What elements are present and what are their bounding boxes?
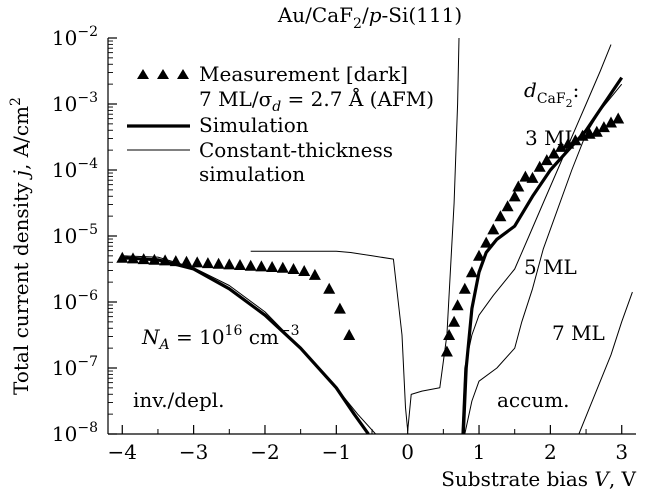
measurement-point <box>298 265 311 276</box>
measurement-point <box>547 147 560 159</box>
measurement-point <box>555 140 568 152</box>
annotation-7ml: 7 ML <box>552 321 605 345</box>
y-tick-label: 10−5 <box>52 222 98 248</box>
measurement-point <box>562 137 575 149</box>
x-tick-label: −4 <box>108 440 137 464</box>
x-tick-label: 3 <box>615 440 628 464</box>
simulation-curve <box>461 76 624 434</box>
legend-measurement-label: Measurement [dark] <box>199 62 408 86</box>
x-tick-label: 0 <box>401 440 414 464</box>
measurement-point <box>597 121 610 133</box>
measurement-point <box>458 282 471 294</box>
measurement-point <box>448 315 461 327</box>
measurement-point <box>287 263 300 274</box>
x-tick-label: 2 <box>544 440 557 464</box>
measurement-point <box>540 154 553 166</box>
measurement-point <box>276 261 289 273</box>
constant-thickness-curve <box>578 291 633 434</box>
x-tick-label: −2 <box>250 440 279 464</box>
legend: Measurement [dark] 7 ML/σd = 2.7 Å (AFM)… <box>127 62 434 186</box>
measurement-point <box>244 259 257 271</box>
y-tick-label: 10−2 <box>52 24 98 50</box>
annotation-inv-depl: inv./depl. <box>133 388 225 412</box>
measurement-point <box>343 329 356 340</box>
y-axis-label: Total current density j, A/cm2 <box>8 97 33 395</box>
measurement-point <box>569 134 582 146</box>
measurement-point <box>212 257 225 269</box>
x-tick-label: −3 <box>179 440 208 464</box>
measurement-point <box>180 255 193 267</box>
measurement-point <box>465 266 478 278</box>
constant-thickness-curve <box>461 44 612 434</box>
measurement-point <box>501 200 514 212</box>
legend-constant-thickness-label: Constant-thickness <box>199 138 393 162</box>
measurement-point <box>480 236 493 248</box>
measurement-point <box>605 116 617 128</box>
measurement-point <box>494 210 507 222</box>
measurement-point <box>159 254 172 266</box>
legend-marker-triangles <box>137 69 189 79</box>
measurement-point <box>323 282 336 294</box>
measurement-point <box>487 223 500 235</box>
measurement-point <box>169 255 182 267</box>
annotation-3ml: 3 ML <box>525 126 578 150</box>
constant-thickness-curve <box>464 83 623 434</box>
constant-thickness-curve <box>122 255 376 434</box>
measurement-point <box>612 112 625 124</box>
legend-constant-thickness-label-line2: simulation <box>199 162 305 186</box>
measurement-point <box>137 253 150 265</box>
x-tick-label: −1 <box>322 440 351 464</box>
chart-title: Au/CaF2/p-Si(111) <box>277 3 462 32</box>
y-tick-label: 10−4 <box>52 156 98 182</box>
measurement-point <box>533 160 546 172</box>
measurement-point <box>590 125 603 137</box>
constant-thickness-curve <box>250 38 460 432</box>
measurement-point <box>526 171 539 183</box>
annotation-5ml: 5 ML <box>524 255 577 279</box>
annotation-accum: accum. <box>497 388 570 412</box>
measurement-point <box>443 329 456 340</box>
legend-simulation-label: Simulation <box>199 113 309 137</box>
y-tick-label: 10−8 <box>52 420 98 446</box>
measurement-point <box>440 345 453 357</box>
simulation-curve <box>122 256 370 434</box>
measurement-point <box>191 256 204 268</box>
annotation-doping: NA = 1016 cm−3 <box>141 323 300 353</box>
y-tick-label: 10−6 <box>52 288 98 314</box>
measurement-point <box>473 249 485 261</box>
measurement-point <box>223 258 236 270</box>
measurement-point <box>234 259 246 270</box>
y-tick-label: 10−3 <box>52 90 98 116</box>
measurement-point <box>519 170 532 182</box>
measurement-point <box>201 257 214 269</box>
x-tick-label: 1 <box>473 440 486 464</box>
measurement-point <box>308 268 321 280</box>
measurement-point <box>148 253 161 265</box>
measurement-point <box>451 299 464 311</box>
x-axis-label: Substrate bias V, V <box>441 467 636 491</box>
measurement-point <box>127 252 139 264</box>
measurement-point <box>508 190 521 202</box>
plot-area: −4 −3 −2 −1 0 1 2 3 10−8 10−7 10−6 10−5 10−4 10−3 10−2 <box>52 24 636 464</box>
legend-measurement-sublabel: 7 ML/σd = 2.7 Å (AFM) <box>199 86 434 115</box>
measurement-point <box>333 302 346 314</box>
measurement-point <box>266 261 279 272</box>
y-tick-label: 10−7 <box>52 354 98 380</box>
measurement-point <box>255 260 268 272</box>
measurement-point <box>512 180 525 192</box>
annotation-d-caf2: dCaF2: <box>524 78 579 110</box>
measurement-point <box>116 251 129 263</box>
